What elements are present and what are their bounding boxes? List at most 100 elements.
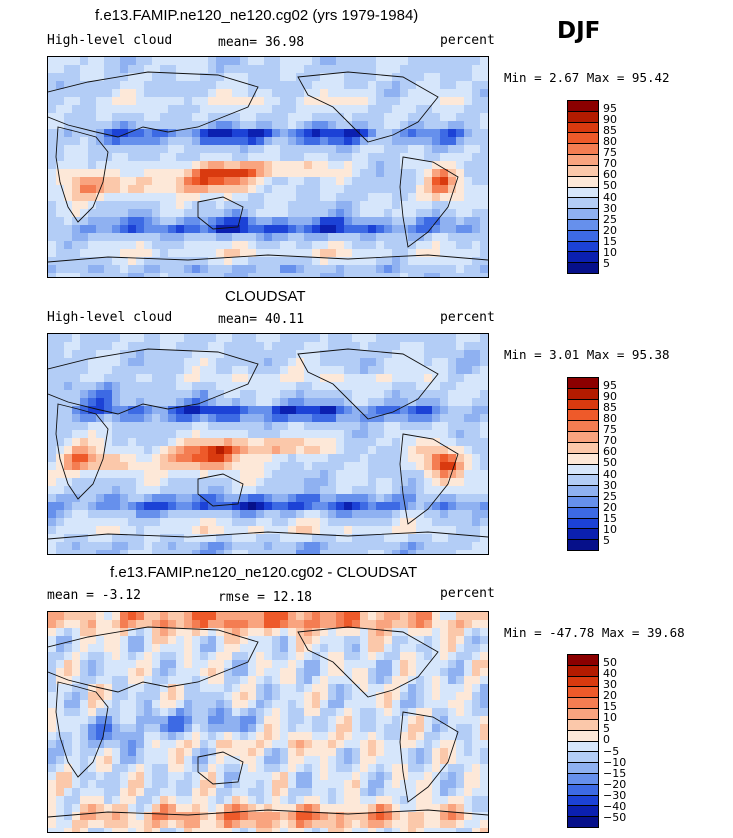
contour-cell xyxy=(384,628,393,637)
contour-cell xyxy=(200,57,209,66)
contour-cell xyxy=(144,526,153,535)
contour-cell xyxy=(264,358,273,367)
contour-cell xyxy=(48,273,57,277)
contour-cell xyxy=(296,454,305,463)
contour-cell xyxy=(304,350,313,359)
contour-cell xyxy=(272,628,281,637)
contour-cell xyxy=(160,756,169,765)
contour-cell xyxy=(376,636,385,645)
contour-cell xyxy=(128,233,137,242)
contour-cell xyxy=(376,169,385,178)
contour-cell xyxy=(96,486,105,495)
contour-cell xyxy=(168,684,177,693)
contour-cell xyxy=(304,748,313,757)
contour-cell xyxy=(112,273,121,277)
contour-cell xyxy=(296,193,305,202)
contour-cell xyxy=(176,518,185,527)
contour-cell xyxy=(288,812,297,821)
contour-cell xyxy=(136,145,145,154)
contour-cell xyxy=(72,273,81,277)
contour-cell xyxy=(72,73,81,82)
contour-cell xyxy=(144,732,153,741)
panel1-colorbar-tick-label: 90 xyxy=(603,113,617,127)
contour-cell xyxy=(480,241,488,250)
contour-cell xyxy=(344,772,353,781)
contour-cell xyxy=(224,660,233,669)
contour-cell xyxy=(80,502,89,511)
contour-cell xyxy=(312,382,321,391)
contour-cell xyxy=(136,788,145,797)
contour-cell xyxy=(472,249,481,258)
panel2-colorbar-swatch xyxy=(568,388,598,400)
contour-cell xyxy=(224,438,233,447)
contour-cell xyxy=(256,105,265,114)
contour-cell xyxy=(128,398,137,407)
contour-cell xyxy=(312,105,321,114)
contour-cell xyxy=(152,518,161,527)
contour-cell xyxy=(312,65,321,74)
contour-cell xyxy=(392,390,401,399)
contour-cell xyxy=(384,542,393,551)
contour-cell xyxy=(376,350,385,359)
contour-cell xyxy=(312,414,321,423)
contour-cell xyxy=(344,620,353,629)
contour-cell xyxy=(304,692,313,701)
contour-cell xyxy=(264,612,273,621)
contour-cell xyxy=(464,644,473,653)
contour-cell xyxy=(248,430,257,439)
contour-cell xyxy=(456,668,465,677)
contour-cell xyxy=(216,612,225,621)
contour-cell xyxy=(472,342,481,351)
contour-cell xyxy=(152,804,161,813)
contour-cell xyxy=(136,660,145,669)
contour-cell xyxy=(464,105,473,114)
contour-cell xyxy=(192,668,201,677)
contour-cell xyxy=(152,772,161,781)
contour-cell xyxy=(416,374,425,383)
contour-cell xyxy=(64,249,73,258)
contour-cell xyxy=(464,430,473,439)
contour-cell xyxy=(360,89,369,98)
contour-cell xyxy=(88,676,97,685)
contour-cell xyxy=(320,612,329,621)
contour-cell xyxy=(432,620,441,629)
contour-cell xyxy=(144,105,153,114)
contour-cell xyxy=(240,350,249,359)
contour-cell xyxy=(352,201,361,210)
contour-cell xyxy=(456,628,465,637)
contour-cell xyxy=(112,390,121,399)
contour-cell xyxy=(224,478,233,487)
contour-cell xyxy=(408,732,417,741)
contour-cell xyxy=(256,406,265,415)
contour-cell xyxy=(304,105,313,114)
contour-cell xyxy=(112,502,121,511)
contour-cell xyxy=(336,129,345,138)
contour-cell xyxy=(392,462,401,471)
contour-cell xyxy=(288,550,297,554)
contour-cell xyxy=(112,193,121,202)
contour-cell xyxy=(184,105,193,114)
contour-cell xyxy=(256,233,265,242)
contour-cell xyxy=(288,97,297,106)
contour-cell xyxy=(352,105,361,114)
contour-cell xyxy=(312,97,321,106)
contour-cell xyxy=(360,241,369,250)
contour-cell xyxy=(160,620,169,629)
panel1-colorbar-tick-label: 75 xyxy=(603,146,617,160)
contour-cell xyxy=(216,169,225,178)
contour-cell xyxy=(216,350,225,359)
contour-cell xyxy=(120,812,129,821)
contour-cell xyxy=(432,724,441,733)
contour-cell xyxy=(112,105,121,114)
contour-cell xyxy=(440,374,449,383)
contour-cell xyxy=(304,518,313,527)
contour-cell xyxy=(224,398,233,407)
contour-cell xyxy=(344,89,353,98)
contour-cell xyxy=(72,430,81,439)
contour-cell xyxy=(200,209,209,218)
contour-cell xyxy=(152,628,161,637)
contour-cell xyxy=(392,812,401,821)
contour-cell xyxy=(216,105,225,114)
contour-cell xyxy=(336,812,345,821)
contour-cell xyxy=(224,676,233,685)
